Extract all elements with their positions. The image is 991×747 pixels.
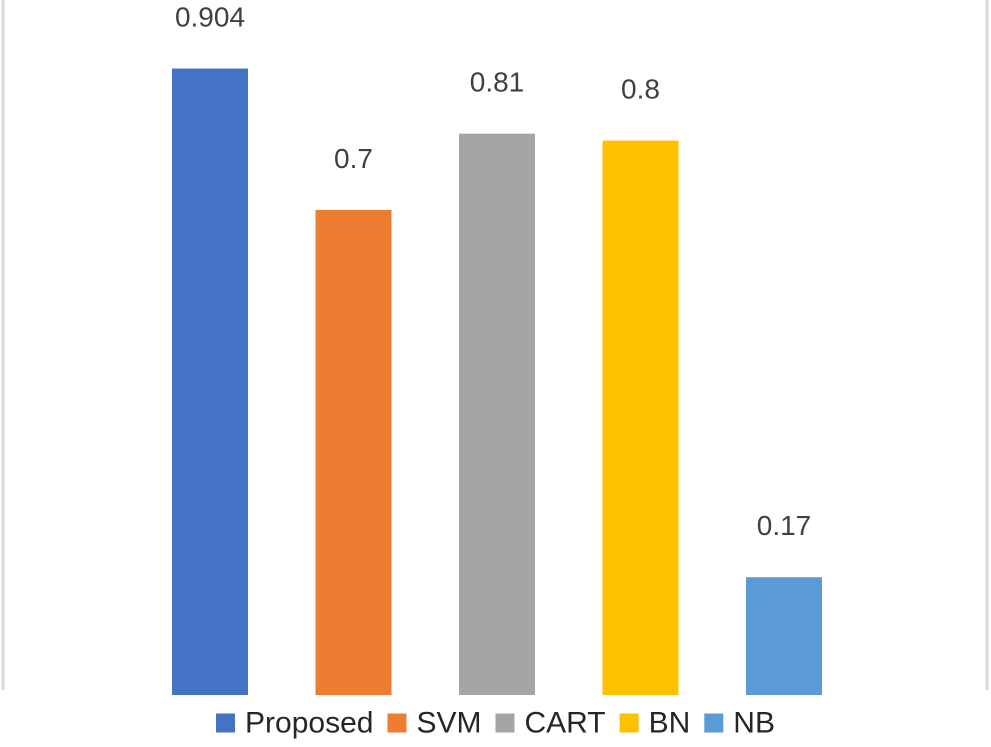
legend-label-proposed: Proposed bbox=[245, 707, 373, 740]
legend-label-nb: NB bbox=[733, 707, 775, 740]
bar-svm bbox=[315, 209, 392, 695]
bars-group bbox=[172, 68, 822, 696]
data-label-proposed: 0.904 bbox=[175, 2, 245, 33]
legend: Proposed SVM CART BN NB bbox=[216, 707, 775, 740]
legend-label-svm: SVM bbox=[416, 707, 481, 740]
legend-label-bn: BN bbox=[649, 707, 691, 740]
data-label-cart: 0.81 bbox=[470, 67, 525, 98]
bar-bn bbox=[602, 140, 679, 696]
legend-swatch-bn bbox=[619, 713, 639, 733]
data-label-svm: 0.7 bbox=[334, 143, 373, 174]
legend-swatch-cart bbox=[495, 713, 515, 733]
bar-cart bbox=[459, 133, 535, 696]
legend-swatch-nb bbox=[704, 713, 724, 733]
data-labels-group: 0.904 0.7 0.81 0.8 0.17 bbox=[175, 2, 811, 542]
bar-nb bbox=[746, 577, 822, 695]
data-label-nb: 0.17 bbox=[757, 510, 812, 541]
legend-swatch-svm bbox=[387, 713, 407, 733]
legend-swatch-proposed bbox=[216, 713, 236, 733]
data-label-bn: 0.8 bbox=[621, 74, 660, 105]
bar-proposed bbox=[172, 68, 248, 695]
legend-label-cart: CART bbox=[524, 707, 605, 740]
